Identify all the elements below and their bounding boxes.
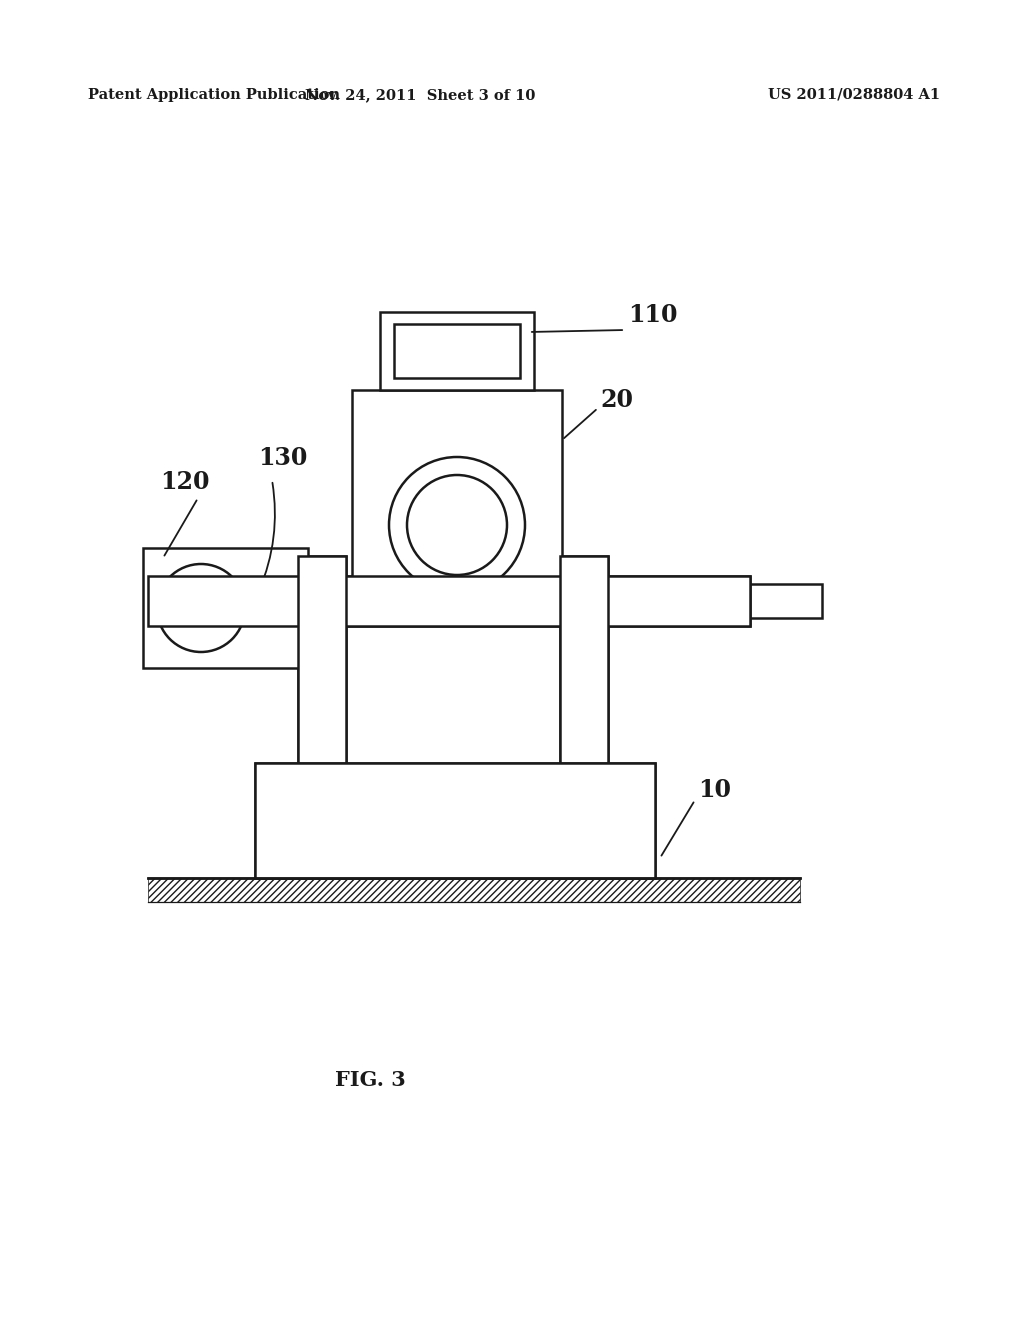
Bar xyxy=(148,878,800,902)
Text: 10: 10 xyxy=(698,777,731,803)
Bar xyxy=(148,576,750,626)
Text: Patent Application Publication: Patent Application Publication xyxy=(88,88,340,102)
Text: 130: 130 xyxy=(258,446,307,470)
Circle shape xyxy=(157,564,245,652)
Bar xyxy=(352,389,562,620)
Bar xyxy=(298,556,346,763)
Bar xyxy=(394,323,520,378)
Circle shape xyxy=(407,475,507,576)
Text: FIG. 3: FIG. 3 xyxy=(335,1071,406,1090)
Bar xyxy=(255,763,655,878)
Text: Nov. 24, 2011  Sheet 3 of 10: Nov. 24, 2011 Sheet 3 of 10 xyxy=(305,88,536,102)
Bar xyxy=(750,583,822,618)
Bar xyxy=(560,556,608,763)
Bar xyxy=(298,556,346,763)
Text: 120: 120 xyxy=(160,470,210,494)
Bar xyxy=(380,312,534,389)
Bar xyxy=(560,556,608,763)
Bar xyxy=(148,576,750,626)
Bar xyxy=(255,763,655,878)
Text: US 2011/0288804 A1: US 2011/0288804 A1 xyxy=(768,88,940,102)
Bar xyxy=(143,548,308,668)
Text: 110: 110 xyxy=(628,304,678,327)
Circle shape xyxy=(251,598,271,618)
Text: 20: 20 xyxy=(600,388,633,412)
Circle shape xyxy=(389,457,525,593)
